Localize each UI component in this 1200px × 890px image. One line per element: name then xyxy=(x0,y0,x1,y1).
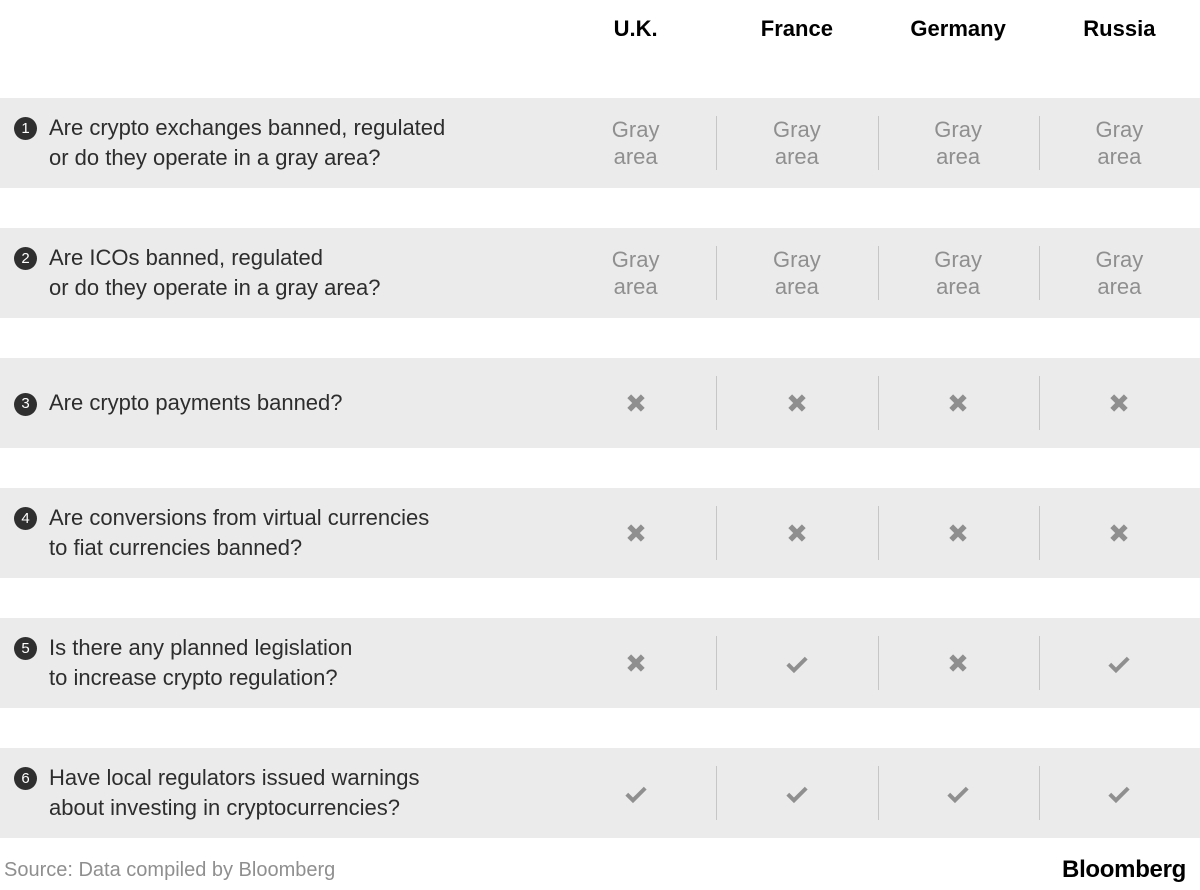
question-number-badge: 4 xyxy=(14,507,37,530)
check-icon xyxy=(784,650,810,676)
answer-cells xyxy=(555,618,1200,708)
table-row: 6 Have local regulators issued warningsab… xyxy=(0,748,1200,838)
check-icon xyxy=(1106,650,1132,676)
question-cell: 4 Are conversions from virtual currencies… xyxy=(0,503,555,562)
source-text: Source: Data compiled by Bloomberg xyxy=(4,859,335,882)
question-number-badge: 2 xyxy=(14,247,37,270)
check-icon xyxy=(1106,780,1132,806)
cross-icon xyxy=(784,520,810,546)
answer-cell xyxy=(878,358,1039,448)
row-spacer xyxy=(0,578,1200,618)
answer-cells: GrayareaGrayareaGrayareaGrayarea xyxy=(555,228,1200,318)
question-text: Are ICOs banned, regulatedor do they ope… xyxy=(49,243,380,302)
table-row: 1 Are crypto exchanges banned, regulatedo… xyxy=(0,98,1200,188)
check-icon xyxy=(784,780,810,806)
table-row: 5 Is there any planned legislationto incr… xyxy=(0,618,1200,708)
row-spacer xyxy=(0,58,1200,98)
crypto-regulation-table: U.K. France Germany Russia 1 Are crypto e… xyxy=(0,0,1200,890)
answer-cell xyxy=(878,618,1039,708)
cross-icon xyxy=(623,520,649,546)
table-row: 3 Are crypto payments banned? xyxy=(0,358,1200,448)
question-number-badge: 1 xyxy=(14,117,37,140)
answer-cell xyxy=(716,618,877,708)
col-header-france: France xyxy=(716,16,877,42)
row-spacer xyxy=(0,318,1200,358)
answer-cell: Grayarea xyxy=(555,228,716,318)
table-row: 4 Are conversions from virtual currencies… xyxy=(0,488,1200,578)
question-number-badge: 3 xyxy=(14,393,37,416)
answer-cell: Grayarea xyxy=(1039,98,1200,188)
answer-cells xyxy=(555,488,1200,578)
answer-cell xyxy=(878,748,1039,838)
answer-cells xyxy=(555,748,1200,838)
col-header-germany: Germany xyxy=(878,16,1039,42)
answer-cell: Grayarea xyxy=(716,98,877,188)
row-spacer xyxy=(0,708,1200,748)
answer-cell xyxy=(716,748,877,838)
col-header-russia: Russia xyxy=(1039,16,1200,42)
cross-icon xyxy=(623,650,649,676)
answer-cell xyxy=(555,618,716,708)
cross-icon xyxy=(1106,390,1132,416)
table-footer: Source: Data compiled by Bloomberg Bloom… xyxy=(0,838,1200,890)
cross-icon xyxy=(945,390,971,416)
question-cell: 2 Are ICOs banned, regulatedor do they op… xyxy=(0,243,555,302)
answer-cell xyxy=(716,358,877,448)
answer-cell xyxy=(878,488,1039,578)
question-text: Is there any planned legislationto incre… xyxy=(49,633,352,692)
answer-cell xyxy=(716,488,877,578)
table-row: 2 Are ICOs banned, regulatedor do they op… xyxy=(0,228,1200,318)
answer-cell: Grayarea xyxy=(1039,228,1200,318)
answer-cell: Grayarea xyxy=(878,228,1039,318)
answer-cell xyxy=(555,748,716,838)
answer-cell: Grayarea xyxy=(555,98,716,188)
question-cell: 3 Are crypto payments banned? xyxy=(0,388,555,418)
check-icon xyxy=(945,780,971,806)
check-icon xyxy=(623,780,649,806)
cross-icon xyxy=(945,520,971,546)
row-spacer xyxy=(0,188,1200,228)
answer-cell: Grayarea xyxy=(716,228,877,318)
question-number-badge: 6 xyxy=(14,767,37,790)
table-body: 1 Are crypto exchanges banned, regulatedo… xyxy=(0,58,1200,838)
cross-icon xyxy=(623,390,649,416)
col-header-uk: U.K. xyxy=(555,16,716,42)
question-text: Are conversions from virtual currenciest… xyxy=(49,503,429,562)
cross-icon xyxy=(945,650,971,676)
answer-cell xyxy=(555,488,716,578)
brand-logo: Bloomberg xyxy=(1062,856,1186,884)
question-cell: 1 Are crypto exchanges banned, regulatedo… xyxy=(0,113,555,172)
answer-cell xyxy=(1039,488,1200,578)
cross-icon xyxy=(784,390,810,416)
question-text: Are crypto payments banned? xyxy=(49,388,343,418)
answer-cell: Grayarea xyxy=(878,98,1039,188)
question-number-badge: 5 xyxy=(14,637,37,660)
question-text: Are crypto exchanges banned, regulatedor… xyxy=(49,113,445,172)
answer-cells xyxy=(555,358,1200,448)
answer-cell xyxy=(555,358,716,448)
question-text: Have local regulators issued warningsabo… xyxy=(49,763,420,822)
cross-icon xyxy=(1106,520,1132,546)
answer-cell xyxy=(1039,358,1200,448)
answer-cell xyxy=(1039,618,1200,708)
table-header: U.K. France Germany Russia xyxy=(0,0,1200,58)
answer-cell xyxy=(1039,748,1200,838)
row-spacer xyxy=(0,448,1200,488)
question-cell: 5 Is there any planned legislationto incr… xyxy=(0,633,555,692)
answer-cells: GrayareaGrayareaGrayareaGrayarea xyxy=(555,98,1200,188)
question-cell: 6 Have local regulators issued warningsab… xyxy=(0,763,555,822)
